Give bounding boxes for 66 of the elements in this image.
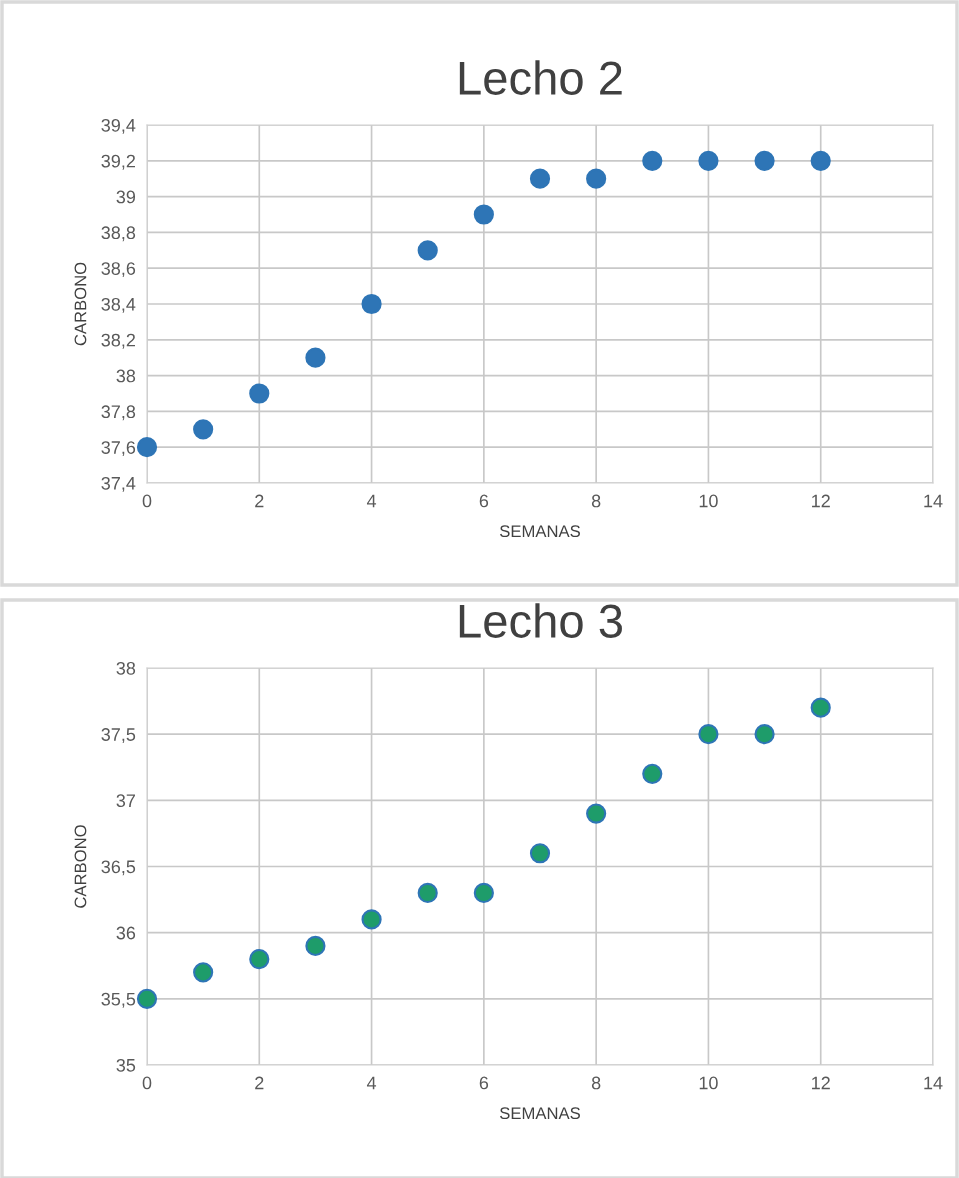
x-tick-label: 8: [591, 494, 601, 508]
x-tick-label: 2: [255, 1076, 264, 1090]
y-axis-title: CARBONO: [74, 825, 87, 908]
point: [698, 150, 719, 171]
point: [810, 150, 831, 171]
point: [754, 724, 775, 745]
chart-title: Lecho 3: [459, 603, 622, 638]
point: [642, 150, 663, 171]
x-tick-label: 14: [924, 494, 943, 508]
x-tick-label: 6: [479, 1076, 489, 1090]
chart-title: Lecho 2: [459, 60, 622, 95]
x-tick-label: 2: [255, 494, 264, 508]
point: [529, 168, 551, 189]
point: [193, 962, 214, 983]
x-tick-label: 8: [591, 1076, 601, 1090]
x-tick-label: 12: [812, 494, 830, 508]
point: [586, 168, 607, 189]
point: [249, 949, 270, 970]
y-tick-label: 38,6: [101, 262, 136, 278]
x-tick-label: 6: [479, 494, 489, 508]
y-tick-label: 39,4: [101, 118, 136, 134]
point: [586, 803, 607, 824]
y-tick-label: 35,5: [101, 992, 136, 1008]
point: [473, 882, 494, 904]
point: [136, 437, 158, 458]
x-tick-label: 4: [366, 494, 377, 508]
point: [193, 419, 214, 440]
point: [473, 204, 494, 225]
y-tick-label: 38,8: [101, 226, 136, 242]
point: [305, 935, 326, 956]
point: [305, 347, 326, 368]
point: [642, 763, 663, 784]
y-tick-label: 38,2: [101, 333, 135, 349]
x-tick-label: 0: [142, 494, 152, 508]
point: [136, 988, 158, 1009]
y-tick-label: 37: [116, 794, 135, 808]
x-tick-label: 10: [699, 494, 718, 508]
y-tick-label: 36: [116, 926, 136, 940]
y-tick-label: 38: [116, 369, 136, 383]
y-tick-label: 37,4: [101, 476, 136, 492]
point: [698, 724, 719, 745]
y-tick-label: 37,8: [101, 405, 136, 421]
x-tick-label: 0: [142, 1076, 152, 1090]
point: [417, 240, 438, 261]
x-axis-title: SEMANAS: [500, 1107, 580, 1120]
y-tick-label: 38: [116, 661, 136, 675]
y-tick-label: 39,2: [101, 154, 135, 170]
point: [810, 697, 831, 718]
y-tick-label: 35: [116, 1058, 136, 1072]
x-tick-label: 10: [699, 1076, 718, 1090]
x-tick-label: 4: [366, 1076, 377, 1090]
point: [529, 843, 551, 864]
x-axis-title: SEMANAS: [500, 525, 580, 538]
point: [417, 882, 438, 904]
y-tick-label: 37,6: [101, 441, 136, 457]
x-tick-label: 14: [924, 1076, 943, 1090]
y-axis-title: CARBONO: [74, 262, 87, 346]
y-tick-label: 36,5: [101, 860, 136, 876]
point: [249, 383, 270, 404]
point: [754, 150, 775, 171]
point: [361, 909, 382, 930]
y-tick-label: 39: [116, 190, 136, 204]
x-tick-label: 12: [812, 1076, 830, 1090]
y-tick-label: 38,4: [101, 297, 136, 313]
point: [361, 293, 382, 315]
y-tick-label: 37,5: [101, 728, 136, 744]
